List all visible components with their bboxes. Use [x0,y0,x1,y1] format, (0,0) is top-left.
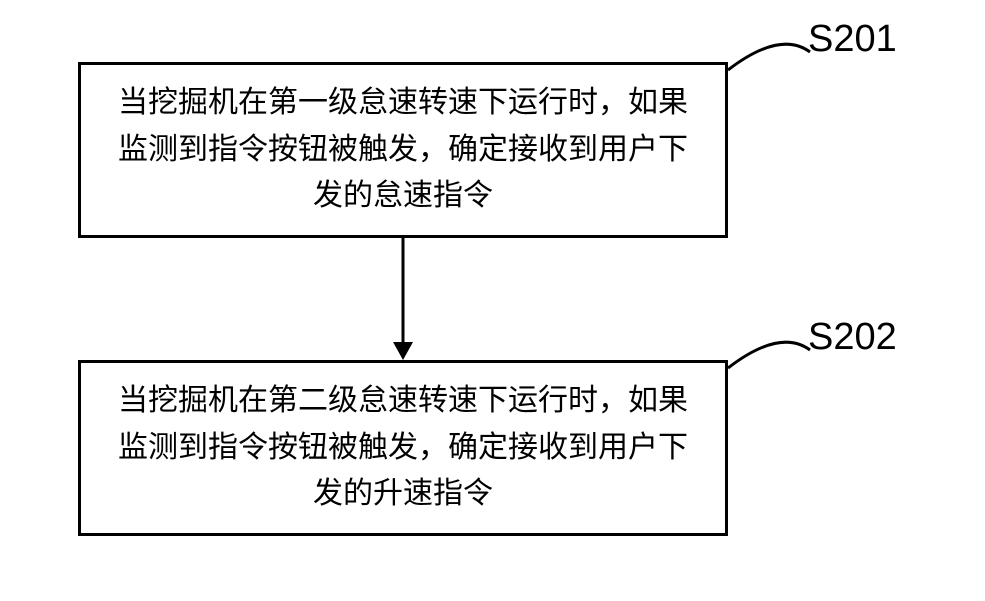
node-text: 当挖掘机在第二级怠速转速下运行时，如果监测到指令按钮被触发，确定接收到用户下发的… [109,378,697,518]
step-label-s201: S201 [808,18,897,61]
node-text: 当挖掘机在第一级怠速转速下运行时，如果监测到指令按钮被触发，确定接收到用户下发的… [109,80,697,220]
step-label-text: S202 [808,316,897,358]
step-label-text: S201 [808,18,897,60]
flowchart-canvas: 当挖掘机在第一级怠速转速下运行时，如果监测到指令按钮被触发，确定接收到用户下发的… [0,0,985,601]
step-label-s202: S202 [808,316,897,359]
flowchart-node-s202: 当挖掘机在第二级怠速转速下运行时，如果监测到指令按钮被触发，确定接收到用户下发的… [78,360,728,536]
flowchart-node-s201: 当挖掘机在第一级怠速转速下运行时，如果监测到指令按钮被触发，确定接收到用户下发的… [78,62,728,238]
